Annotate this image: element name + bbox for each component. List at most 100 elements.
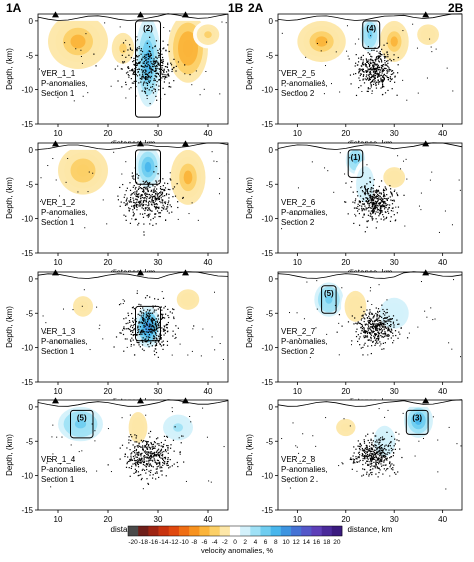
hypocenter [148, 183, 150, 185]
hypocenter [123, 196, 125, 198]
hypocenter-scatter [346, 50, 348, 52]
hypocenter [361, 186, 363, 188]
hypocenter [371, 198, 373, 200]
hypocenter [373, 197, 376, 199]
hypocenter [160, 448, 163, 450]
hypocenter-scatter [85, 33, 87, 35]
hypocenter [372, 211, 374, 213]
hypocenter [157, 314, 159, 316]
hypocenter [159, 200, 161, 203]
hypocenter [142, 188, 144, 190]
hypocenter [151, 330, 153, 332]
hypocenter [135, 195, 138, 198]
hypocenter [151, 444, 153, 446]
hypocenter [374, 80, 376, 82]
hypocenter [164, 456, 167, 458]
hypocenter [152, 329, 154, 332]
hypocenter-scatter [59, 340, 61, 342]
hypocenter [133, 472, 135, 474]
hypocenter-scatter [367, 339, 369, 341]
hypocenter [372, 458, 375, 460]
hypocenter [376, 56, 378, 58]
hypocenter [361, 475, 363, 477]
hypocenter [143, 309, 145, 311]
hypocenter [174, 333, 176, 335]
hypocenter [137, 325, 139, 327]
hypocenter [387, 197, 389, 199]
hypocenter [142, 317, 144, 320]
hypocenter [338, 314, 341, 316]
hypocenter [365, 71, 367, 73]
hypocenter [389, 76, 392, 78]
hypocenter [383, 325, 385, 327]
hypocenter [132, 177, 134, 179]
hypocenter [378, 457, 380, 459]
y-tick-label: -15 [21, 378, 33, 387]
hypocenter [134, 452, 136, 454]
hypocenter [372, 59, 374, 62]
hypocenter [390, 60, 392, 62]
y-tick-label: -10 [21, 344, 33, 353]
y-tick-label: -5 [26, 309, 34, 318]
y-axis-label: Depth, (km) [245, 306, 254, 348]
hypocenter [375, 60, 377, 62]
hypocenter [379, 458, 381, 460]
hypocenter [368, 445, 371, 447]
hypocenter [387, 204, 389, 206]
hypocenter [129, 197, 132, 199]
hypocenter [366, 309, 368, 311]
hypocenter-scatter [46, 462, 48, 464]
hypocenter [376, 195, 378, 197]
hypocenter [142, 331, 144, 333]
hypocenter [150, 67, 152, 69]
hypocenter [133, 64, 135, 66]
hypocenter [382, 70, 384, 72]
hypocenter [162, 40, 164, 42]
hypocenter [167, 69, 169, 71]
hypocenter [381, 70, 383, 72]
hypocenter-scatter [73, 100, 75, 102]
hypocenter [372, 208, 374, 210]
hypocenter [132, 320, 134, 322]
hypocenter [368, 59, 370, 61]
hypocenter [130, 467, 132, 470]
hypocenter [369, 82, 372, 84]
hypocenter [363, 330, 365, 332]
hypocenter [152, 318, 155, 321]
hypocenter [368, 450, 370, 452]
hypocenter [367, 46, 370, 48]
hypocenter [372, 202, 375, 205]
hypocenter [135, 195, 137, 197]
y-tick-label: -5 [266, 309, 274, 318]
hypocenter [133, 334, 136, 336]
hypocenter [155, 60, 157, 62]
hypocenter [379, 322, 382, 324]
hypocenter [148, 313, 150, 315]
hypocenter [126, 199, 128, 201]
hypocenter [361, 455, 363, 457]
hypocenter [385, 464, 387, 466]
hypocenter [167, 203, 169, 206]
hypocenter [364, 188, 367, 190]
hypocenter [380, 465, 383, 467]
hypocenter-scatter [129, 414, 131, 416]
hypocenter-scatter [187, 354, 189, 356]
hypocenter [390, 321, 392, 323]
hypocenter [378, 204, 380, 206]
hypocenter [142, 315, 144, 317]
y-tick-label: -5 [266, 180, 274, 189]
hypocenter-scatter [418, 205, 420, 207]
hypocenter [135, 450, 137, 452]
hypocenter [148, 451, 150, 453]
hypocenter [387, 89, 389, 92]
hypocenter-scatter [437, 439, 439, 441]
hypocenter [151, 193, 153, 196]
hypocenter [373, 190, 375, 192]
hypocenter [145, 82, 147, 84]
hypocenter [150, 469, 152, 472]
hypocenter [358, 447, 361, 450]
hypocenter [150, 319, 152, 321]
hypocenter [135, 63, 137, 65]
hypocenter [396, 212, 398, 214]
colorbar-swatch-9 [219, 526, 231, 536]
